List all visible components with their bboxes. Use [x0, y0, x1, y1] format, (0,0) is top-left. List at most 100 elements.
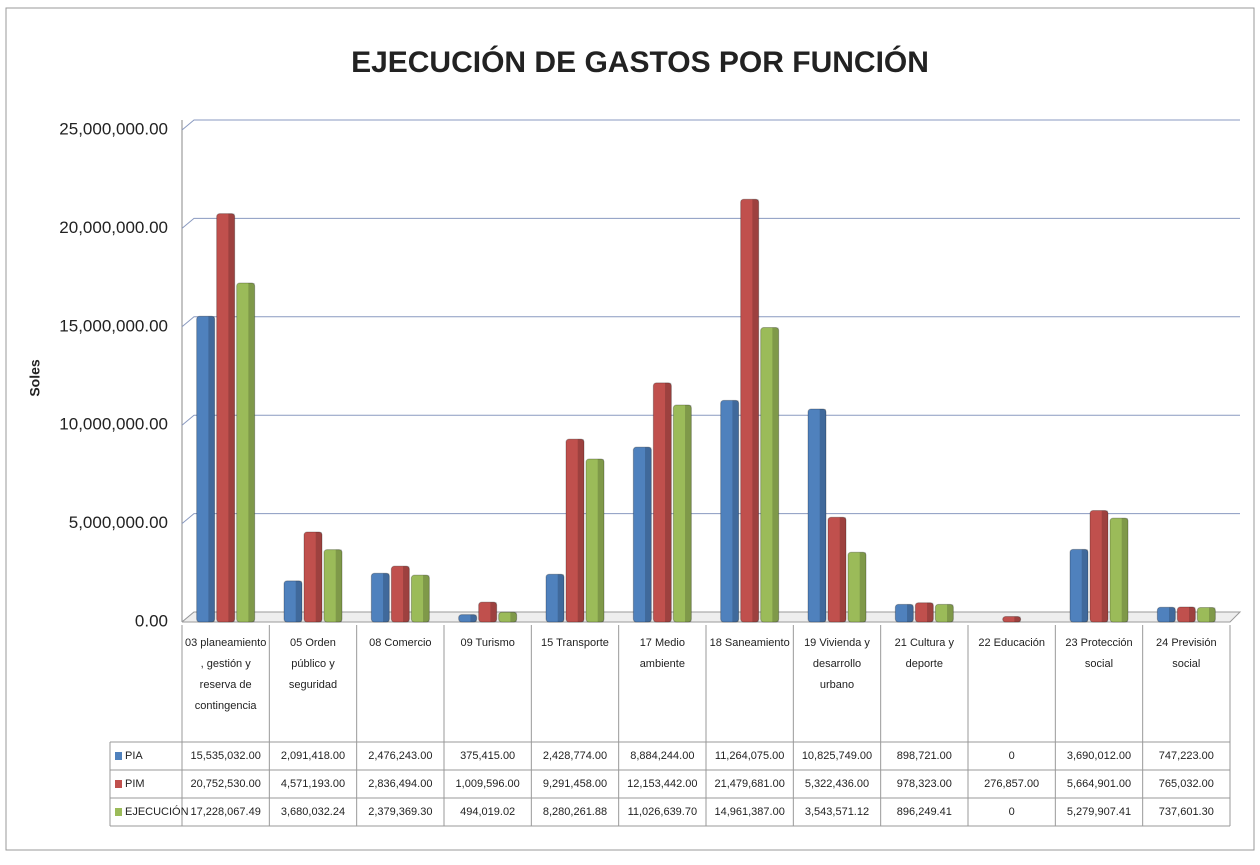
bar-face	[1196, 606, 1216, 623]
bar	[390, 565, 410, 623]
table-value: 898,721.00	[897, 750, 952, 762]
table-value: 747,223.00	[1159, 750, 1214, 762]
x-tick-label: 05 Orden público y seguridad	[288, 637, 338, 691]
table-value: 17,228,067.49	[190, 806, 260, 818]
bar-shade	[577, 439, 584, 622]
table-value: 5,322,436.00	[805, 778, 869, 790]
bar-shade	[907, 604, 914, 622]
bar-shade	[819, 408, 826, 622]
bar-shade	[383, 573, 390, 622]
bar-face	[370, 572, 390, 623]
table-value: 276,857.00	[984, 778, 1039, 790]
bar-shade	[1209, 607, 1216, 622]
category-cell: 09 Turismo	[460, 637, 515, 649]
x-tick-label: 19 Vivienda y desarrollo urbano	[804, 637, 870, 691]
x-tick-label: 15 Transporte	[541, 637, 609, 649]
table-value: 9,291,458.00	[543, 778, 607, 790]
bar-face	[1069, 548, 1089, 623]
grid-line	[181, 119, 1240, 131]
table-value: 2,476,243.00	[368, 750, 432, 762]
bar	[1156, 606, 1176, 623]
table-value: 737,601.30	[1159, 806, 1214, 818]
grid-line	[181, 513, 1240, 524]
bar-face	[807, 408, 827, 623]
bar	[196, 315, 216, 623]
bar-face	[1002, 616, 1022, 623]
bar-face	[585, 458, 605, 623]
table-value: 2,091,418.00	[281, 750, 345, 762]
x-tick-label: 09 Turismo	[460, 637, 515, 649]
bar-shade	[665, 382, 672, 622]
bar-shade	[510, 612, 517, 622]
table-value: 3,690,012.00	[1067, 750, 1131, 762]
bar-shade	[208, 316, 215, 622]
bar-shade	[403, 566, 410, 622]
bar-face	[216, 213, 236, 623]
table-value: 1,009,596.00	[456, 778, 520, 790]
bar-face	[760, 327, 780, 623]
bar-shade	[859, 552, 866, 622]
bar-shade	[752, 199, 759, 622]
bar-shade	[839, 517, 846, 622]
y-tick-label: 5,000,000.00	[69, 513, 168, 532]
bar-shade	[1169, 607, 1176, 622]
bar-face	[283, 580, 303, 623]
bar	[478, 601, 498, 623]
legend-swatch	[115, 808, 122, 816]
bar	[1069, 548, 1089, 623]
table-value: 765,032.00	[1159, 778, 1214, 790]
x-tick-label: 23 Protección social	[1065, 637, 1133, 670]
bar	[216, 213, 236, 623]
bar	[740, 198, 760, 623]
bar-shade	[1014, 616, 1021, 622]
bar-shade	[927, 602, 934, 622]
table-value: 375,415.00	[460, 750, 515, 762]
bar	[565, 438, 585, 623]
bar	[652, 382, 672, 623]
bar	[827, 516, 847, 623]
category-cell: 23 Protección social	[1065, 637, 1133, 670]
y-axis-label: Soles	[27, 359, 43, 397]
bar-shade	[1189, 606, 1196, 622]
bar-face	[323, 549, 343, 623]
bar-shade	[295, 580, 302, 622]
bar-face	[196, 315, 216, 623]
bar-face	[934, 603, 954, 623]
category-cell: 22 Educación	[978, 637, 1045, 649]
table-value: 8,280,261.88	[543, 806, 607, 818]
table-value: 0	[1009, 750, 1015, 762]
bar-shade	[228, 213, 235, 622]
table-value: 14,961,387.00	[714, 806, 784, 818]
grid-line	[181, 414, 1240, 426]
bar	[847, 551, 867, 623]
x-tick-label: 21 Cultura y deporte	[894, 637, 954, 670]
bar-face	[632, 446, 652, 623]
bar	[1002, 616, 1022, 623]
x-tick-label: 08 Comercio	[369, 637, 432, 649]
bar-face	[1109, 517, 1129, 623]
bar-face	[1156, 606, 1176, 623]
bar-shade	[315, 532, 322, 622]
bar	[323, 549, 343, 623]
bar-shade	[732, 400, 739, 622]
bar-face	[390, 565, 410, 623]
bar-shade	[335, 549, 342, 622]
bar-shade	[490, 602, 497, 622]
bar	[370, 572, 390, 623]
bar	[672, 404, 692, 623]
bar-face	[827, 516, 847, 623]
table-value: 2,428,774.00	[543, 750, 607, 762]
bar-shade	[1121, 518, 1128, 622]
bar	[236, 282, 256, 623]
table-value: 494,019.02	[460, 806, 515, 818]
bar-shade	[248, 282, 255, 622]
bar-face	[458, 614, 478, 623]
bar-shade	[772, 327, 779, 622]
category-cell: 03 planeamiento , gestión y reserva de c…	[185, 637, 266, 712]
table-value: 4,571,193.00	[281, 778, 345, 790]
category-cell: 21 Cultura y deporte	[894, 637, 954, 670]
table-value: 11,026,639.70	[628, 806, 698, 818]
bar-face	[1089, 510, 1109, 623]
bar	[303, 531, 323, 623]
table-value: 21,479,681.00	[714, 778, 784, 790]
